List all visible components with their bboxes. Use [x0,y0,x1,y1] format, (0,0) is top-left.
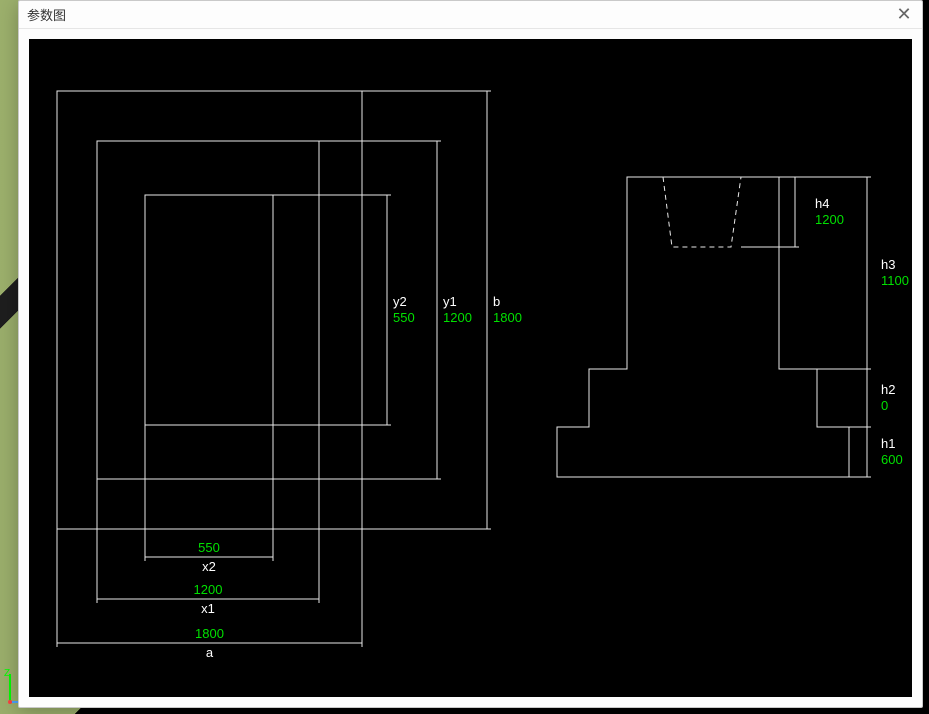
svg-text:550: 550 [393,310,415,325]
svg-text:1800: 1800 [493,310,522,325]
svg-text:a: a [206,645,214,660]
svg-text:1100: 1100 [881,273,909,288]
svg-text:h4: h4 [815,196,829,211]
svg-text:1200: 1200 [443,310,472,325]
close-icon[interactable]: ✕ [894,5,914,25]
svg-text:1200: 1200 [194,582,223,597]
svg-text:x2: x2 [202,559,216,574]
svg-text:h2: h2 [881,382,895,397]
svg-text:b: b [493,294,500,309]
svg-text:y1: y1 [443,294,457,309]
drawing-svg: 550x21200x11800ay2550y11200b1800h41200h3… [29,39,912,697]
parameter-diagram-dialog: 参数图 ✕ 550x21200x11800ay2550y11200b1800h4… [18,0,923,708]
svg-text:Z: Z [4,668,10,679]
svg-text:0: 0 [881,398,888,413]
svg-text:x1: x1 [201,601,215,616]
rect [145,195,273,425]
svg-text:600: 600 [881,452,903,467]
section-notch [663,177,741,247]
dialog-title: 参数图 [27,5,66,24]
svg-text:h1: h1 [881,436,895,451]
drawing-canvas: 550x21200x11800ay2550y11200b1800h41200h3… [29,39,912,697]
rect [97,141,319,479]
svg-text:1800: 1800 [195,626,224,641]
titlebar: 参数图 ✕ [19,1,922,29]
rect [57,91,362,529]
canvas-wrap: 550x21200x11800ay2550y11200b1800h41200h3… [19,29,922,707]
svg-text:1200: 1200 [815,212,844,227]
svg-text:y2: y2 [393,294,407,309]
svg-text:h3: h3 [881,257,895,272]
section-outline [557,177,849,477]
svg-text:550: 550 [198,540,220,555]
